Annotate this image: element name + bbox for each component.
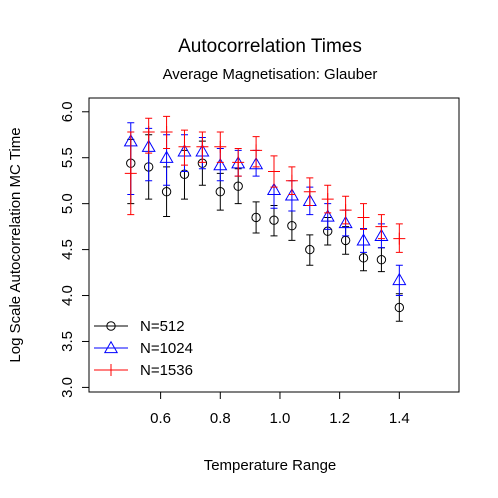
- data-point: [356, 233, 371, 246]
- data-point: [124, 167, 137, 180]
- data-point: [178, 140, 191, 153]
- legend-item: N=1536: [94, 362, 193, 379]
- data-point: [142, 125, 155, 138]
- data-point: [394, 302, 405, 313]
- data-point: [251, 212, 261, 223]
- legend-item: N=1024: [94, 340, 193, 357]
- axes: 0.6 0.8 1.0 1.2 1.4 3.0 3.5 4.0 4.5 5.0 5.5 6.0: [59, 97, 460, 427]
- x-tick-label: 1.2: [329, 410, 350, 427]
- series-n-1536: [124, 115, 406, 253]
- y-tick-label: 5.0: [59, 193, 76, 214]
- data-point: [393, 232, 406, 245]
- legend: N=512 N=1024 N=1536: [94, 318, 193, 379]
- legend-label: N=512: [140, 318, 185, 335]
- y-tick-label: 4.0: [59, 285, 76, 306]
- data-point: [357, 211, 370, 224]
- data-point: [214, 140, 227, 153]
- x-tick-label: 0.6: [150, 410, 171, 427]
- data-point: [266, 182, 282, 196]
- data-point: [374, 228, 389, 241]
- x-axis-label: Temperature Range: [204, 457, 337, 474]
- data-point: [303, 185, 316, 198]
- data-point: [213, 157, 228, 171]
- error-bar: [306, 234, 314, 266]
- data-point: [338, 215, 353, 229]
- y-tick-label: 6.0: [59, 101, 76, 122]
- data-point: [268, 165, 280, 178]
- data-point: [215, 187, 225, 197]
- data-point: [250, 144, 263, 157]
- data-point: [159, 150, 174, 163]
- legend-marker: [105, 364, 117, 376]
- error-bar: [252, 201, 260, 234]
- data-point: [375, 220, 388, 233]
- data-point: [305, 244, 315, 255]
- data-point: [249, 156, 264, 170]
- data-point: [320, 209, 335, 222]
- y-tick-label: 3.0: [59, 377, 76, 398]
- y-axis-label: Log Scale Autocorrelation MC Time: [7, 127, 24, 362]
- data-point: [232, 156, 245, 169]
- x-tick-label: 1.4: [389, 410, 410, 427]
- data-point: [285, 174, 298, 187]
- y-tick-label: 5.5: [59, 147, 76, 168]
- data-point: [321, 193, 334, 206]
- data-point: [233, 181, 243, 191]
- data-point: [392, 272, 407, 286]
- data-point: [196, 140, 209, 153]
- data-point: [161, 187, 172, 197]
- chart-title: Autocorrelation Times: [178, 36, 362, 57]
- legend-marker: [103, 340, 119, 354]
- data-point: [160, 125, 173, 138]
- data-point: [269, 215, 279, 225]
- data-point: [358, 253, 369, 263]
- x-tick-label: 1.0: [270, 410, 291, 427]
- error-bar: [395, 264, 403, 297]
- data-point: [376, 255, 387, 265]
- legend-item: N=512: [94, 318, 185, 335]
- y-tick-label: 4.5: [59, 239, 76, 260]
- data-marks: [123, 115, 407, 322]
- x-tick-label: 0.8: [210, 410, 231, 427]
- legend-label: N=1024: [140, 340, 193, 357]
- data-point: [339, 204, 352, 217]
- legend-marker: [106, 321, 116, 331]
- legend-label: N=1536: [140, 362, 193, 379]
- chart-subtitle: Average Magnetisation: Glauber: [163, 66, 378, 83]
- y-tick-label: 3.5: [59, 331, 76, 352]
- data-point: [287, 221, 297, 231]
